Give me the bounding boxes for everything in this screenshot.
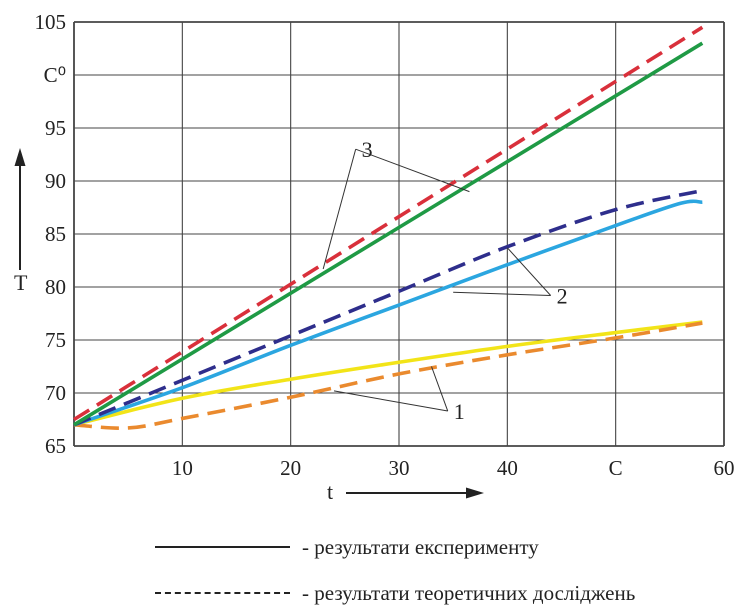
y-tick-label: 65 xyxy=(45,434,66,458)
x-tick-label: 20 xyxy=(280,456,301,480)
series-line-2-solid xyxy=(73,199,703,427)
annotation-leader-1 xyxy=(431,366,449,412)
legend-solid-line xyxy=(155,546,290,548)
x-axis-arrow-head xyxy=(466,487,484,499)
tick-labels: 65 70 75 80 85 90 95 C⁰ 105 10 20 30 40 C 60 xyxy=(35,10,735,480)
series-line-1-solid xyxy=(73,320,703,427)
y-tick-label: C⁰ xyxy=(44,63,66,87)
series-layer xyxy=(73,25,704,430)
annotation-label-1: 1 xyxy=(454,399,465,424)
legend-theory-label: - результати теоретичних досліджень xyxy=(302,580,636,605)
annotation-leader-2 xyxy=(453,291,551,296)
annotation-leader-3 xyxy=(355,148,470,193)
y-tick-label: 75 xyxy=(45,328,66,352)
series-line-2-dashed xyxy=(73,188,703,427)
x-tick-label: 40 xyxy=(497,456,518,480)
annotation-leader-2 xyxy=(506,247,552,296)
temperature-chart: 1 2 3 65 70 75 80 85 90 95 C⁰ 105 10 20 30 40 C 60 Tt xyxy=(14,10,735,504)
x-tick-label: C xyxy=(609,456,623,480)
y-tick-label: 70 xyxy=(45,381,66,405)
series-line-3-dashed xyxy=(73,25,704,422)
annotation-leader-3 xyxy=(322,149,357,270)
x-tick-label: 30 xyxy=(389,456,410,480)
series-line-3-solid xyxy=(73,41,704,427)
x-axis-label: t xyxy=(327,479,333,504)
annotations-layer: 1 2 3 xyxy=(322,137,568,424)
x-tick-label: 60 xyxy=(714,456,735,480)
axis-arrows: Tt xyxy=(14,148,484,504)
x-tick-label: 10 xyxy=(172,456,193,480)
legend-experiment: - результати експерименту xyxy=(155,532,539,562)
y-tick-label: 80 xyxy=(45,275,66,299)
y-axis-label: T xyxy=(14,270,28,295)
y-tick-label: 90 xyxy=(45,169,66,193)
legend-experiment-label: - результати експерименту xyxy=(302,534,539,559)
legend-theory: - результати теоретичних досліджень xyxy=(155,578,635,608)
legend-dashed-line xyxy=(155,592,290,594)
y-axis-arrow-head xyxy=(14,148,26,166)
y-tick-label: 95 xyxy=(45,116,66,140)
annotation-leader-1 xyxy=(333,390,448,412)
annotation-label-2: 2 xyxy=(557,283,568,308)
annotation-label-3: 3 xyxy=(362,137,373,162)
grid xyxy=(73,21,725,447)
series-line-1-dashed xyxy=(73,321,703,430)
y-tick-label: 85 xyxy=(45,222,66,246)
y-tick-label: 105 xyxy=(35,10,67,34)
